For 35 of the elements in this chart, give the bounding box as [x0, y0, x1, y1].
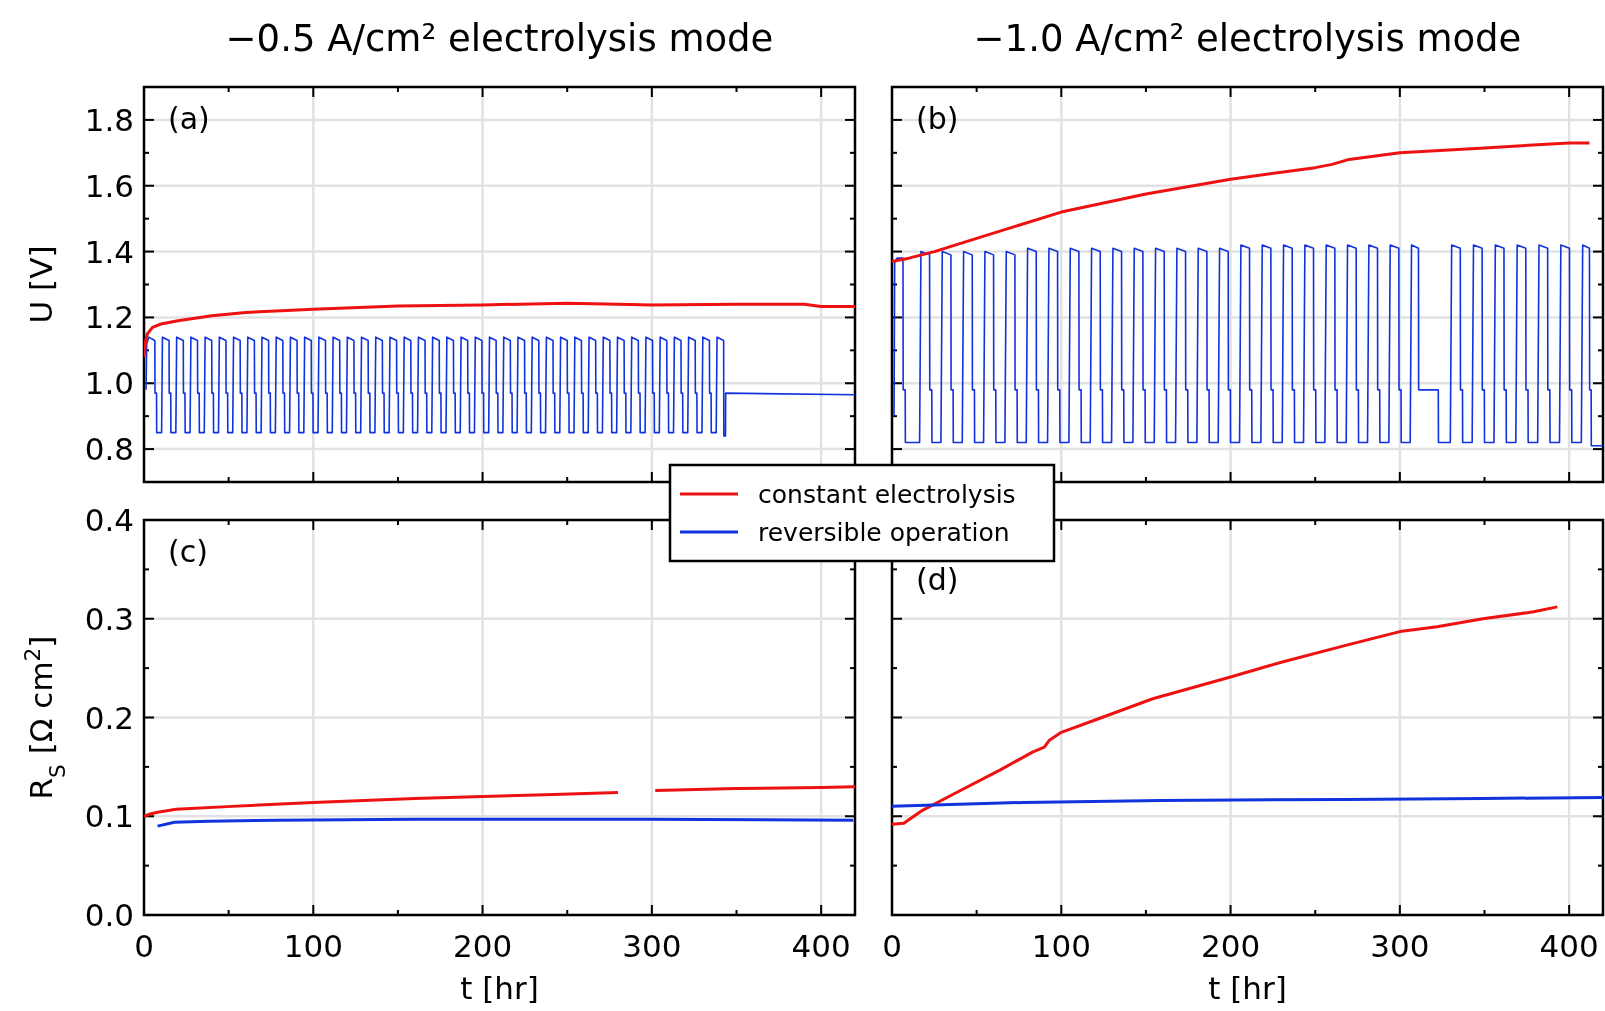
x-tick-label: 300	[1370, 928, 1430, 964]
y-tick-label: 1.0	[84, 365, 134, 402]
y-tick-label: 1.6	[84, 167, 134, 204]
y-tick-label: 0.4	[84, 502, 134, 538]
chart-title: −0.5 A/cm² electrolysis mode	[225, 17, 774, 60]
line-series	[156, 817, 855, 828]
x-tick-label: 300	[622, 928, 682, 964]
y-tick-label: 0.2	[84, 699, 134, 736]
x-axis-title: t [hr]	[460, 970, 539, 1006]
line-series	[144, 301, 855, 359]
x-tick-label: 400	[791, 928, 851, 964]
y-tick-label: 0.1	[84, 798, 134, 835]
x-tick-label: 0	[134, 928, 154, 964]
x-axis-title: t [hr]	[1208, 970, 1287, 1006]
x-tick-label: 200	[452, 928, 513, 964]
y-tick-label: 1.2	[84, 299, 134, 336]
line-series	[145, 336, 855, 437]
annotation: (d)	[916, 562, 959, 597]
x-tick-label: 100	[283, 928, 343, 964]
legend-label: reversible operation	[758, 518, 1010, 547]
annotation: (c)	[168, 534, 208, 569]
y-tick-label: 0.8	[84, 431, 134, 468]
x-tick-label: 100	[1031, 928, 1091, 964]
y-tick-label: 0.0	[84, 897, 134, 933]
y-tick-label: 1.8	[84, 101, 134, 138]
x-tick-label: 200	[1200, 928, 1261, 964]
x-tick-label: 0	[882, 928, 902, 964]
y-axis-title: U [V]	[23, 245, 59, 324]
y-tick-label: 1.4	[84, 233, 134, 270]
legend-label: constant electrolysis	[758, 480, 1016, 509]
annotation: (a)	[168, 101, 210, 136]
x-tick-label: 400	[1539, 928, 1599, 964]
chart-title: −1.0 A/cm² electrolysis mode	[973, 17, 1522, 60]
annotation: (b)	[916, 101, 959, 136]
y-tick-label: 0.3	[84, 600, 134, 637]
